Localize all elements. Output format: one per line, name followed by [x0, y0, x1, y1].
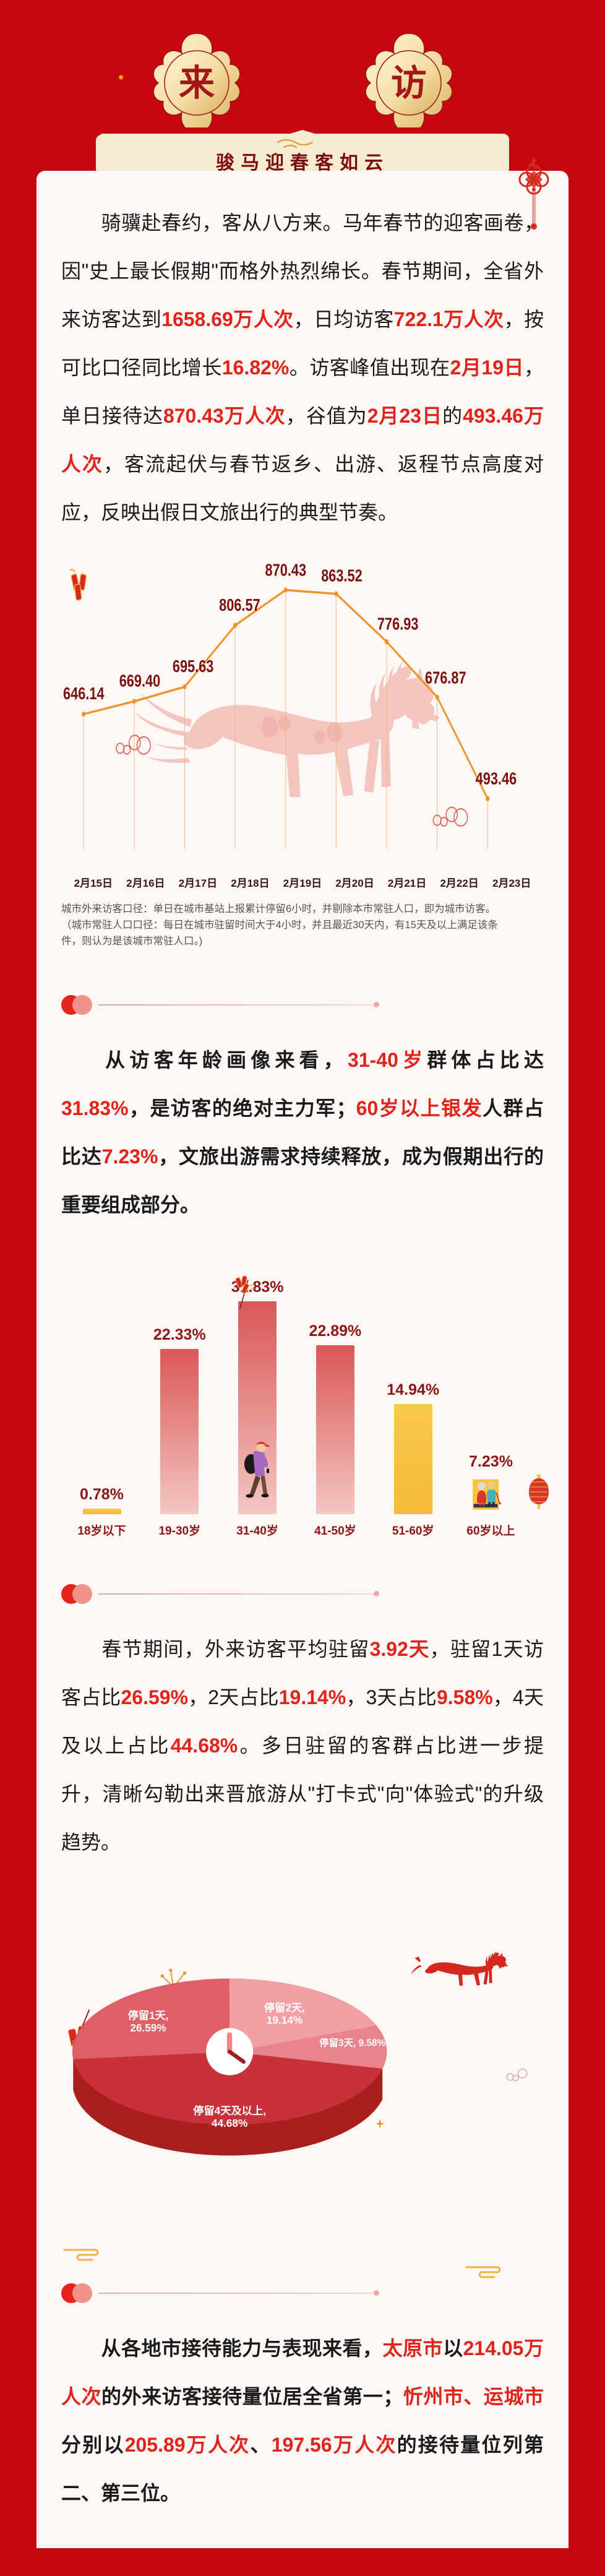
- svg-text:863.52: 863.52: [321, 566, 363, 585]
- svg-text:停留1天,: 停留1天,: [128, 2009, 169, 2022]
- svg-text:19.14%: 19.14%: [267, 2014, 302, 2026]
- svg-text:669.40: 669.40: [119, 671, 161, 691]
- svg-text:44.68%: 44.68%: [212, 2117, 247, 2129]
- svg-text:停留3天, 9.58%: 停留3天, 9.58%: [319, 2037, 385, 2049]
- svg-text:493.46: 493.46: [476, 769, 517, 788]
- svg-text:776.93: 776.93: [377, 614, 419, 634]
- svg-text:870.43: 870.43: [265, 561, 307, 580]
- svg-text:来: 来: [179, 63, 215, 103]
- svg-text:停留4天及以上,: 停留4天及以上,: [193, 2104, 266, 2117]
- svg-text:695.63: 695.63: [173, 657, 214, 676]
- svg-text:26.59%: 26.59%: [130, 2022, 166, 2034]
- svg-text:806.57: 806.57: [219, 596, 260, 615]
- svg-text:646.14: 646.14: [63, 684, 105, 704]
- svg-text:676.87: 676.87: [425, 668, 466, 687]
- svg-text:停留2天,: 停留2天,: [264, 2001, 305, 2014]
- svg-text:访: 访: [391, 63, 427, 103]
